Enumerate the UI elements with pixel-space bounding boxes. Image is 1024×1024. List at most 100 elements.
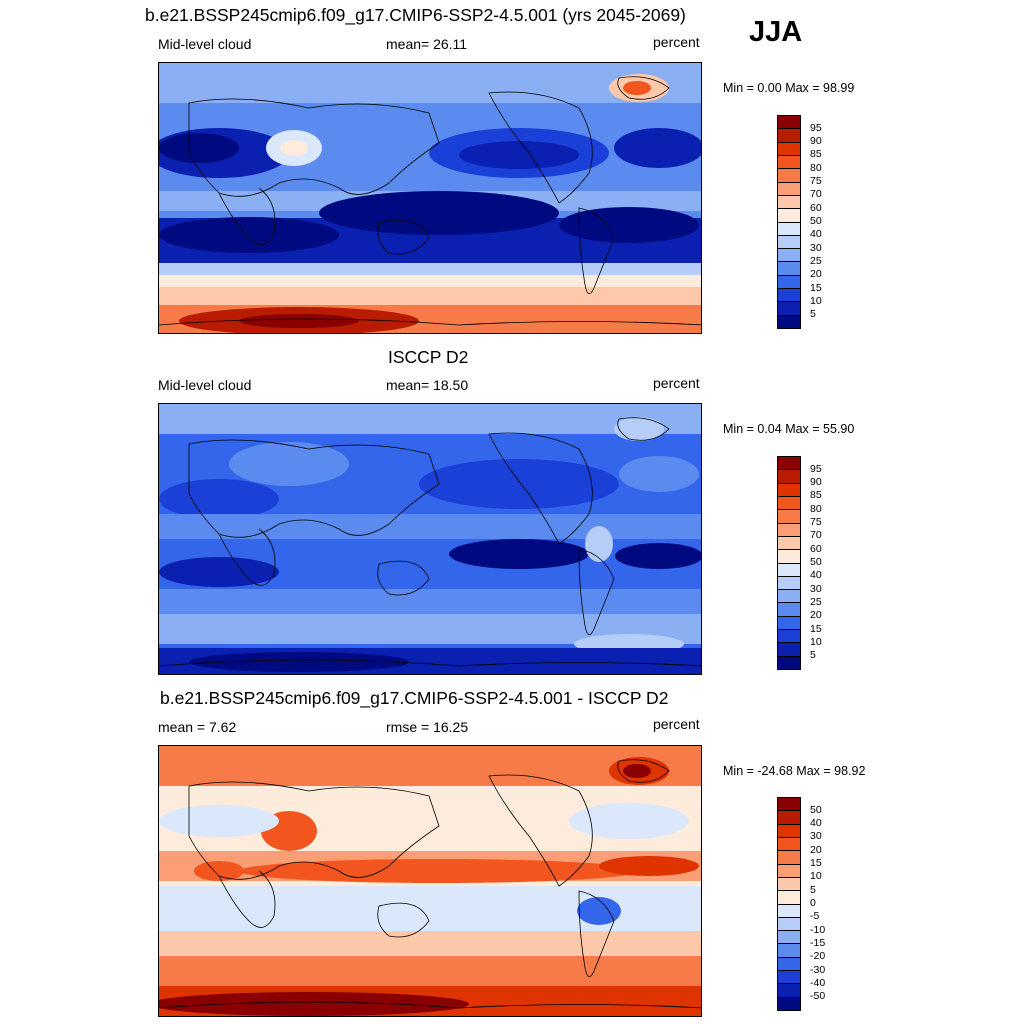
colorbar-swatch (777, 642, 801, 657)
colorbar-tick-label: 30 (810, 582, 822, 595)
colorbar-swatch (777, 943, 801, 958)
colorbar-swatch (777, 850, 801, 865)
colorbar-swatch (777, 863, 801, 878)
colorbar-tick-label: 90 (810, 135, 822, 148)
colorbar-swatch (777, 128, 801, 143)
colorbar-tick-label: 20 (810, 609, 822, 622)
colorbar-tick-label: 60 (810, 542, 822, 555)
colorbar-tick-label: -40 (810, 976, 826, 989)
colorbar-swatch (777, 181, 801, 196)
colorbar-tick-label: 5 (810, 649, 816, 662)
colorbar-tick-label: -50 (810, 990, 826, 1003)
colorbar-swatch (777, 916, 801, 932)
colorbar-swatch (777, 535, 801, 551)
panel3-title: b.e21.BSSP245cmip6.f09_g17.CMIP6-SSP2-4.… (160, 688, 669, 708)
colorbar-swatch (777, 562, 801, 577)
panel1-mean-label: mean= 26.11 (386, 36, 468, 52)
colorbar-swatch (777, 655, 801, 670)
colorbar-swatch (777, 602, 801, 617)
colorbar-tick-label: 15 (810, 622, 822, 635)
colorbar-tick-label: 10 (810, 635, 822, 648)
panel1-colorbar: 95 90 85 80 75 70 60 50 40 30 25 20 15 10 5 (777, 115, 822, 329)
colorbar-tick-label: 40 (810, 817, 822, 830)
colorbar-tick-label: 15 (810, 281, 822, 294)
colorbar-swatch (777, 456, 801, 471)
colorbar-tick-label: 20 (810, 843, 822, 856)
colorbar-tick-label: 80 (810, 161, 822, 174)
panel1-units-label: percent (653, 34, 700, 50)
colorbar-swatch (777, 234, 801, 250)
panel3-map (158, 745, 702, 1017)
colorbar-swatch (777, 168, 801, 183)
colorbar-swatch (777, 575, 801, 591)
colorbar-swatch (777, 248, 801, 263)
colorbar-swatch (777, 890, 801, 905)
panel2-mean-label: mean= 18.50 (386, 377, 469, 393)
colorbar-tick-label: -10 (810, 923, 826, 936)
panel1-map (158, 62, 702, 334)
colorbar-swatch (777, 194, 801, 210)
colorbar-swatch (777, 589, 801, 604)
colorbar-tick-label: 25 (810, 254, 822, 267)
colorbar-tick-label: 95 (810, 462, 822, 475)
panel2-units-label: percent (653, 375, 700, 391)
colorbar-swatch (777, 629, 801, 644)
colorbar-swatch (777, 836, 801, 852)
colorbar-swatch (777, 522, 801, 537)
colorbar-tick-label: -30 (810, 963, 826, 976)
panel2-title: ISCCP D2 (388, 347, 469, 367)
colorbar-swatch (777, 221, 801, 236)
colorbar-tick-label: -5 (810, 910, 820, 923)
colorbar-swatch (777, 261, 801, 276)
colorbar-swatch (777, 469, 801, 484)
colorbar-swatch (777, 615, 801, 631)
panel3-minmax-label: Min = -24.68 Max = 98.92 (723, 764, 866, 778)
colorbar-swatch (777, 823, 801, 838)
colorbar-swatch (777, 288, 801, 303)
colorbar-tick-label: 10 (810, 870, 822, 883)
colorbar-tick-label: 70 (810, 529, 822, 542)
colorbar-swatch (777, 970, 801, 985)
colorbar-tick-label: 90 (810, 476, 822, 489)
colorbar-swatch (777, 115, 801, 130)
colorbar-tick-label: 50 (810, 556, 822, 568)
colorbar-swatch (777, 208, 801, 223)
colorbar-tick-label: 10 (810, 294, 822, 307)
colorbar-swatch (777, 482, 801, 497)
colorbar-tick-label: 25 (810, 595, 822, 608)
colorbar-swatch (777, 930, 801, 945)
colorbar-tick-label: -20 (810, 950, 826, 963)
panel3-colorbar: 50 40 30 20 15 10 5 0 -5 -10 -15 -20 -30 -40 -50 (777, 797, 825, 1011)
colorbar-swatch (777, 956, 801, 972)
colorbar-tick-label: 85 (810, 489, 822, 502)
colorbar-tick-label: -15 (810, 936, 826, 949)
panel3-units-label: percent (653, 716, 700, 732)
colorbar-swatch (777, 903, 801, 918)
colorbar-swatch (777, 509, 801, 524)
colorbar-tick-label: 85 (810, 148, 822, 161)
panel2-variable-label: Mid-level cloud (158, 377, 252, 393)
colorbar-tick-label: 40 (810, 228, 822, 241)
panel2-map (158, 403, 702, 675)
colorbar-tick-label: 70 (810, 188, 822, 201)
panel2-minmax-label: Min = 0.04 Max = 55.90 (723, 422, 855, 436)
colorbar-tick-label: 5 (810, 883, 816, 896)
colorbar-swatch (777, 996, 801, 1011)
colorbar-tick-label: 15 (810, 857, 822, 870)
colorbar-tick-label: 5 (810, 308, 816, 321)
season-label: JJA (749, 16, 803, 48)
colorbar-tick-label: 0 (810, 897, 816, 909)
colorbar-tick-label: 40 (810, 569, 822, 582)
colorbar-swatch (777, 983, 801, 998)
panel2-colorbar: 95 90 85 80 75 70 60 50 40 30 25 20 15 10 5 (777, 456, 822, 670)
colorbar-tick-label: 30 (810, 830, 822, 843)
colorbar-tick-label: 20 (810, 268, 822, 281)
panel3-rmse-label: rmse = 16.25 (386, 719, 469, 735)
colorbar-tick-label: 75 (810, 516, 822, 529)
panel3-mean-label: mean = 7.62 (158, 719, 237, 735)
colorbar-tick-label: 30 (810, 241, 822, 254)
colorbar-swatch (777, 274, 801, 290)
colorbar-swatch (777, 154, 801, 170)
colorbar-tick-label: 50 (810, 803, 822, 816)
colorbar-swatch (777, 301, 801, 316)
